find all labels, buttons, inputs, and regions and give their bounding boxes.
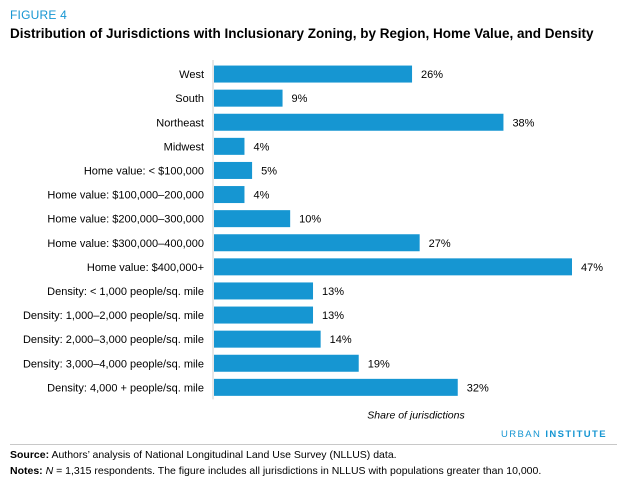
bar xyxy=(214,89,283,107)
source-text: Authors’ analysis of National Longitudin… xyxy=(51,449,397,461)
category-label: Density: < 1,000 people/sq. mile xyxy=(47,286,204,298)
x-axis-title: Share of jurisdictions xyxy=(367,409,465,420)
brand-word-urban: URBAN xyxy=(501,429,542,440)
bar xyxy=(214,306,314,324)
bar xyxy=(214,113,504,131)
data-label: 32% xyxy=(467,382,489,394)
category-label: South xyxy=(175,93,204,105)
bar xyxy=(214,137,245,155)
data-label: 4% xyxy=(253,190,269,202)
data-label: 5% xyxy=(261,165,277,177)
data-label: 38% xyxy=(512,117,534,129)
data-label: 47% xyxy=(581,262,603,274)
data-label: 13% xyxy=(322,286,344,298)
bar xyxy=(214,258,572,276)
n-symbol: N xyxy=(45,465,54,477)
data-label: 10% xyxy=(299,214,321,226)
category-label: Midwest xyxy=(164,141,204,153)
bar xyxy=(214,186,245,204)
data-label: 27% xyxy=(429,238,451,250)
category-label: Density: 1,000–2,000 people/sq. mile xyxy=(23,310,204,322)
bar xyxy=(214,65,413,83)
data-label: 26% xyxy=(421,69,443,81)
divider xyxy=(10,444,617,445)
category-label: Home value: $300,000–400,000 xyxy=(47,238,204,250)
data-label: 9% xyxy=(292,93,308,105)
source-note: Source: Authors’ analysis of National Lo… xyxy=(10,449,397,461)
data-label: 19% xyxy=(368,358,390,370)
data-label: 13% xyxy=(322,310,344,322)
category-label: Density: 3,000–4,000 people/sq. mile xyxy=(23,358,204,370)
source-label: Source: xyxy=(10,449,50,461)
bar-chart: West 26% South 9% Northeast 38% Midwest 4% Home … xyxy=(23,60,603,420)
bar xyxy=(214,161,253,179)
bar xyxy=(214,330,321,348)
notes-line: Notes: N = 1,315 respondents. The figure… xyxy=(10,465,541,477)
notes-label: Notes: xyxy=(10,465,43,477)
category-label: Northeast xyxy=(156,117,204,129)
chart-title: Distribution of Jurisdictions with Inclu… xyxy=(10,26,594,41)
figure-label: FIGURE 4 xyxy=(10,8,67,22)
bar xyxy=(214,354,359,372)
notes-text: = 1,315 respondents. The figure includes… xyxy=(56,465,542,477)
category-label: West xyxy=(179,69,204,81)
bar xyxy=(214,282,314,300)
bar xyxy=(214,210,291,228)
category-label: Density: 2,000–3,000 people/sq. mile xyxy=(23,334,204,346)
brand-word-institute: INSTITUTE xyxy=(545,429,607,440)
category-label: Home value: < $100,000 xyxy=(84,165,204,177)
data-label: 4% xyxy=(253,141,269,153)
category-label: Home value: $400,000+ xyxy=(87,262,204,274)
urban-institute-logo: URBAN INSTITUTE xyxy=(501,429,607,440)
category-label: Home value: $200,000–300,000 xyxy=(47,214,204,226)
category-label: Home value: $100,000–200,000 xyxy=(47,190,204,202)
category-label: Density: 4,000 + people/sq. mile xyxy=(47,382,204,394)
data-label: 14% xyxy=(330,334,352,346)
bar xyxy=(214,234,420,252)
bar xyxy=(214,378,458,396)
